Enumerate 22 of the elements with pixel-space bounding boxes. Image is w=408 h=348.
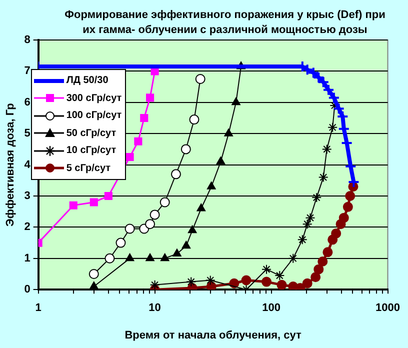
legend-label: 10 сГр/сут — [66, 145, 116, 156]
legend-label: 300 сГр/сут — [66, 92, 122, 104]
x-axis-title: Время от начала облучения, сут — [124, 329, 302, 342]
legend-label: 5 сГр/сут — [66, 162, 111, 174]
x-tick-label: 100 — [262, 302, 280, 314]
x-tick-label: 1 — [35, 302, 42, 314]
y-tick-label: 8 — [24, 34, 30, 46]
y-tick-label: 6 — [24, 96, 30, 108]
chart-title: Формирование эффективного поражения у крыс (Def) при их гамма- облучении с различной мощностью дозы — [64, 8, 386, 38]
y-tick-label: 5 — [24, 128, 30, 140]
legend-label: 100 сГр/сут — [66, 110, 122, 122]
y-tick-label: 4 — [24, 158, 32, 171]
y-tick-label: 0 — [24, 284, 30, 296]
x-tick-label: 1000 — [376, 302, 400, 314]
y-axis-title: Эффективная доза, Гр — [4, 102, 17, 226]
legend-label: 50 сГр/сут — [66, 128, 116, 139]
y-tick-label: 7 — [24, 65, 30, 78]
legend-label: ЛД 50/30 — [66, 75, 108, 86]
x-tick-label: 10 — [148, 302, 161, 314]
y-tick-label: 1 — [24, 252, 30, 264]
y-tick-label: 3 — [24, 190, 30, 202]
y-tick-label: 2 — [24, 221, 30, 234]
